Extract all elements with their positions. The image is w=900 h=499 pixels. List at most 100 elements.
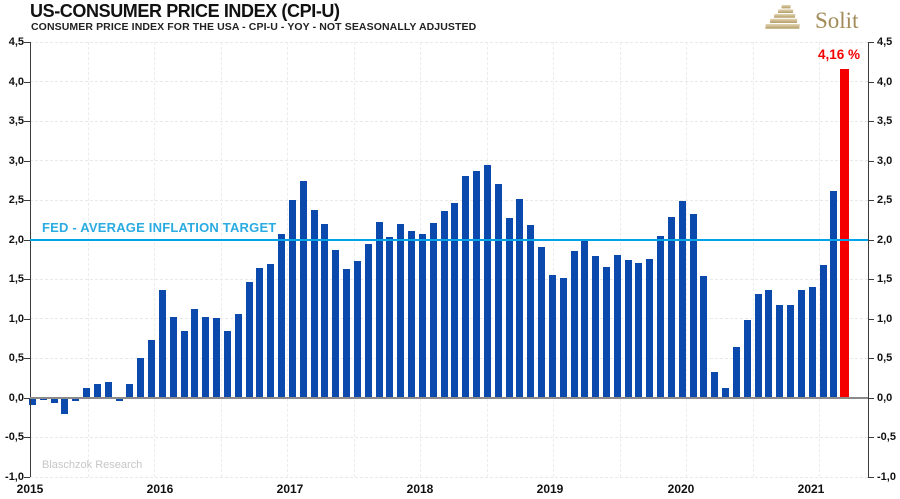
cpi-bar	[256, 268, 264, 398]
cpi-bar	[613, 254, 621, 398]
cpi-bar	[93, 384, 101, 398]
watermark: Blaschzok Research	[42, 459, 143, 471]
gridline-v	[154, 42, 156, 477]
year-label: 2015	[16, 482, 44, 496]
cpi-bar	[635, 262, 643, 398]
y-axis-label-left: -1,0	[5, 471, 24, 483]
cpi-bar	[386, 236, 394, 398]
cpi-bar	[538, 246, 545, 398]
cpi-bar	[624, 259, 632, 398]
y-axis-right-spine	[868, 42, 869, 477]
cpi-bar	[819, 265, 827, 398]
y-axis-label-left: 2,0	[8, 233, 24, 246]
y-axis-label-right: -0,5	[877, 431, 896, 444]
cpi-bar	[754, 294, 762, 398]
cpi-bar	[39, 397, 47, 401]
peak-value-label: 4,16 %	[817, 47, 860, 62]
gridline-h	[30, 357, 868, 359]
cpi-bar	[711, 371, 719, 398]
y-tick-left	[24, 318, 30, 320]
cpi-bar	[158, 289, 166, 398]
cpi-bar	[581, 239, 589, 398]
y-tick-left	[24, 121, 30, 123]
gridline-h	[30, 120, 868, 122]
cpi-bar	[657, 235, 665, 398]
y-axis-label-right: 3,0	[877, 154, 893, 167]
gridline-v	[686, 42, 688, 477]
cpi-bar	[397, 223, 405, 398]
cpi-bar	[169, 317, 177, 398]
cpi-bar	[61, 397, 69, 414]
cpi-bar-highlight	[840, 68, 850, 398]
pyramid-icon	[760, 3, 806, 38]
cpi-bar	[418, 234, 426, 398]
cpi-bar	[278, 234, 286, 398]
cpi-bar	[137, 358, 145, 398]
gridline-h	[30, 199, 868, 201]
cpi-bar	[797, 290, 805, 398]
cpi-bar	[451, 203, 459, 398]
y-tick-left	[24, 437, 30, 439]
cpi-bar	[375, 221, 383, 398]
y-axis-left-spine	[30, 42, 31, 477]
cpi-bar	[180, 330, 188, 398]
cpi-bar	[83, 388, 91, 398]
year-label: 2018	[406, 482, 434, 496]
y-axis-label-right: 2,0	[877, 233, 893, 246]
cpi-bar	[505, 217, 513, 398]
cpi-bar	[765, 289, 773, 398]
y-axis-label-right: 4,0	[877, 75, 893, 88]
gridline-h	[30, 41, 868, 43]
y-axis-label-left: 0,0	[8, 391, 24, 404]
y-tick-right	[868, 42, 874, 43]
y-tick-right	[868, 81, 874, 83]
y-axis-label-left: 3,0	[8, 154, 24, 167]
cpi-bar	[570, 250, 578, 398]
y-axis-label-right: -1,0	[877, 471, 896, 483]
brand-name: Solit	[815, 7, 859, 33]
cpi-bar	[72, 397, 80, 402]
y-tick-left	[24, 239, 30, 241]
cpi-bar	[321, 223, 329, 398]
y-tick-right	[868, 358, 874, 360]
brand-logo: Solit	[760, 3, 858, 38]
y-tick-left	[24, 81, 30, 83]
cpi-bar	[310, 209, 318, 398]
gridline-v	[353, 42, 355, 477]
year-label: 2020	[667, 482, 695, 496]
cpi-bar	[115, 397, 123, 402]
y-tick-right	[868, 318, 874, 320]
cpi-bar	[191, 308, 199, 398]
cpi-bar	[483, 164, 491, 398]
cpi-bar	[50, 397, 58, 404]
y-tick-left	[24, 279, 30, 281]
cpi-bar	[700, 276, 708, 398]
cpi-bar	[29, 397, 36, 406]
cpi-bar	[440, 211, 448, 398]
cpi-bar	[494, 184, 502, 398]
cpi-bar	[559, 277, 567, 398]
cpi-bar	[353, 261, 361, 398]
cpi-bar	[202, 317, 210, 398]
y-tick-left	[24, 358, 30, 360]
cpi-bar	[234, 314, 242, 398]
gridline-v	[818, 42, 820, 477]
fed-target-line	[30, 238, 868, 241]
gridline-v	[752, 42, 754, 477]
page-title: US-CONSUMER PRICE INDEX (CPI-U)	[30, 1, 340, 21]
y-tick-right	[868, 160, 874, 162]
fed-target-label: FED - AVERAGE INFLATION TARGET	[42, 219, 277, 235]
zero-line	[30, 396, 868, 399]
cpi-bar	[343, 268, 351, 398]
year-label: 2017	[276, 482, 304, 496]
y-tick-right	[868, 437, 874, 439]
y-axis-label-left: 4,0	[8, 75, 24, 88]
cpi-bar	[364, 244, 372, 398]
cpi-bar	[104, 382, 112, 398]
y-tick-right	[868, 477, 874, 478]
cpi-bar	[592, 256, 600, 398]
y-axis-label-left: 3,5	[8, 115, 24, 128]
y-axis-label-right: 1,0	[877, 312, 893, 325]
cpi-bar	[148, 340, 156, 398]
